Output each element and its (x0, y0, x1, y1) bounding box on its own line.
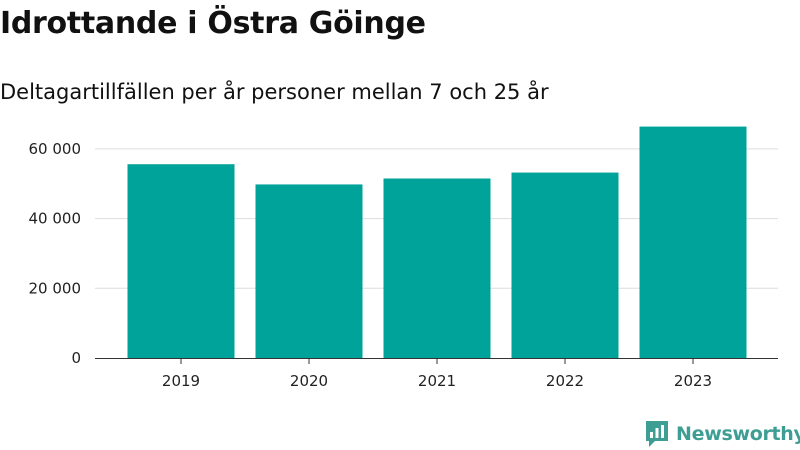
brand-name: Newsworthy (676, 423, 800, 445)
bar-2022 (511, 172, 619, 358)
bar-2020 (255, 184, 363, 358)
chart-subtitle: Deltagartillfällen per år personer mella… (0, 80, 549, 104)
chart-title: Idrottande i Östra Göinge (0, 6, 426, 41)
bar-2021 (383, 178, 491, 358)
x-axis-ticks: 2019 2020 2021 2022 2023 (162, 358, 712, 390)
bar-2023 (639, 126, 747, 358)
y-tick-label: 40 000 (29, 210, 82, 228)
brand: Newsworthy (644, 419, 800, 449)
x-tick-label: 2023 (674, 372, 712, 390)
y-tick-label: 0 (71, 349, 81, 367)
y-axis-labels: 0 20 000 40 000 60 000 (29, 140, 82, 367)
x-tick-label: 2019 (162, 372, 200, 390)
y-tick-label: 20 000 (29, 279, 82, 297)
x-tick-label: 2022 (546, 372, 584, 390)
bar-2019 (127, 164, 235, 358)
bars (127, 126, 747, 358)
newsworthy-logo-icon (646, 421, 668, 447)
y-tick-label: 60 000 (29, 140, 82, 158)
x-tick-label: 2020 (290, 372, 328, 390)
x-tick-label: 2021 (418, 372, 456, 390)
bar-chart: 2019 2020 2021 2022 2023 0 20 000 40 000 60 000 (29, 126, 778, 390)
